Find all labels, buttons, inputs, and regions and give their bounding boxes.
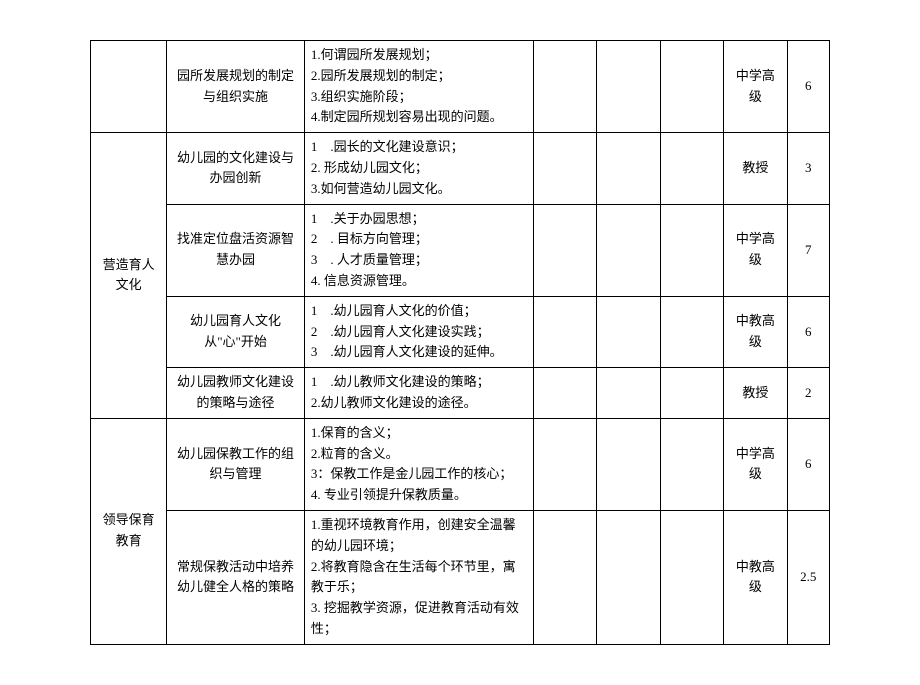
category-cell xyxy=(91,41,167,133)
content-cell: 1 .园长的文化建设意识；2. 形成幼儿园文化；3.如何营造幼儿园文化。 xyxy=(304,133,533,204)
title-cell: 幼儿园育人文化从"心"开始 xyxy=(167,296,305,367)
title-cell: 幼儿园教师文化建设的策略与途径 xyxy=(167,368,305,419)
content-cell: 1 .幼儿教师文化建设的策略；2.幼儿教师文化建设的途径。 xyxy=(304,368,533,419)
empty-cell xyxy=(533,204,597,296)
hours-cell: 6 xyxy=(787,41,829,133)
title-cell: 幼儿园的文化建设与办园创新 xyxy=(167,133,305,204)
empty-cell xyxy=(533,368,597,419)
category-cell: 领导保育教育 xyxy=(91,418,167,644)
empty-cell xyxy=(660,510,724,644)
empty-cell xyxy=(533,418,597,510)
title-cell: 找准定位盘活资源智慧办园 xyxy=(167,204,305,296)
hours-cell: 7 xyxy=(787,204,829,296)
level-cell: 中教高级 xyxy=(724,510,788,644)
curriculum-table: 园所发展规划的制定与组织实施1.何谓园所发展规划；2.园所发展规划的制定；3.组… xyxy=(90,40,830,645)
level-cell: 中学高级 xyxy=(724,41,788,133)
title-cell: 园所发展规划的制定与组织实施 xyxy=(167,41,305,133)
empty-cell xyxy=(597,41,661,133)
empty-cell xyxy=(660,418,724,510)
empty-cell xyxy=(597,510,661,644)
hours-cell: 6 xyxy=(787,418,829,510)
content-cell: 1.重视环境教育作用，创建安全温馨的幼儿园环境；2.将教育隐含在生活每个环节里，… xyxy=(304,510,533,644)
empty-cell xyxy=(597,204,661,296)
content-cell: 1 .幼儿园育人文化的价值；2 .幼儿园育人文化建设实践；3 .幼儿园育人文化建… xyxy=(304,296,533,367)
empty-cell xyxy=(533,296,597,367)
hours-cell: 2.5 xyxy=(787,510,829,644)
empty-cell xyxy=(660,133,724,204)
empty-cell xyxy=(660,368,724,419)
category-cell: 营造育人文化 xyxy=(91,133,167,419)
hours-cell: 3 xyxy=(787,133,829,204)
table-row: 幼儿园教师文化建设的策略与途径1 .幼儿教师文化建设的策略；2.幼儿教师文化建设… xyxy=(91,368,830,419)
table-row: 领导保育教育幼儿园保教工作的组织与管理1.保育的含义；2.粒育的含义。3：保教工… xyxy=(91,418,830,510)
empty-cell xyxy=(660,296,724,367)
table-row: 营造育人文化幼儿园的文化建设与办园创新1 .园长的文化建设意识；2. 形成幼儿园… xyxy=(91,133,830,204)
level-cell: 中教高级 xyxy=(724,296,788,367)
empty-cell xyxy=(533,133,597,204)
hours-cell: 2 xyxy=(787,368,829,419)
empty-cell xyxy=(533,41,597,133)
table-row: 常规保教活动中培养幼儿健全人格的策略1.重视环境教育作用，创建安全温馨的幼儿园环… xyxy=(91,510,830,644)
empty-cell xyxy=(660,41,724,133)
level-cell: 中学高级 xyxy=(724,204,788,296)
content-cell: 1.何谓园所发展规划；2.园所发展规划的制定；3.组织实施阶段；4.制定园所规划… xyxy=(304,41,533,133)
level-cell: 中学高级 xyxy=(724,418,788,510)
empty-cell xyxy=(597,133,661,204)
hours-cell: 6 xyxy=(787,296,829,367)
empty-cell xyxy=(597,368,661,419)
level-cell: 教授 xyxy=(724,368,788,419)
table-row: 找准定位盘活资源智慧办园1 .关于办园思想；2 . 目标方向管理；3 . 人才质… xyxy=(91,204,830,296)
empty-cell xyxy=(533,510,597,644)
content-cell: 1 .关于办园思想；2 . 目标方向管理；3 . 人才质量管理；4. 信息资源管… xyxy=(304,204,533,296)
title-cell: 常规保教活动中培养幼儿健全人格的策略 xyxy=(167,510,305,644)
content-cell: 1.保育的含义；2.粒育的含义。3：保教工作是金儿园工作的核心；4. 专业引领提… xyxy=(304,418,533,510)
table-row: 园所发展规划的制定与组织实施1.何谓园所发展规划；2.园所发展规划的制定；3.组… xyxy=(91,41,830,133)
table-row: 幼儿园育人文化从"心"开始1 .幼儿园育人文化的价值；2 .幼儿园育人文化建设实… xyxy=(91,296,830,367)
title-cell: 幼儿园保教工作的组织与管理 xyxy=(167,418,305,510)
empty-cell xyxy=(597,418,661,510)
level-cell: 教授 xyxy=(724,133,788,204)
empty-cell xyxy=(597,296,661,367)
empty-cell xyxy=(660,204,724,296)
